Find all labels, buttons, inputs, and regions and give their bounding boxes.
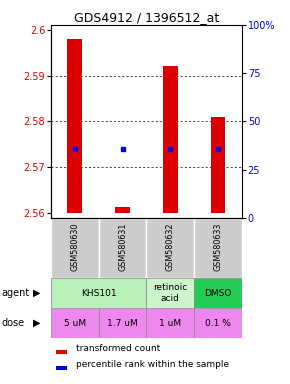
Text: transformed count: transformed count bbox=[76, 344, 160, 353]
Bar bbox=[115, 207, 130, 214]
Text: KHS101: KHS101 bbox=[81, 289, 116, 298]
Bar bbox=[146, 308, 194, 338]
Text: dose: dose bbox=[1, 318, 25, 328]
Text: retinoic
acid: retinoic acid bbox=[153, 283, 188, 303]
Text: GSM580631: GSM580631 bbox=[118, 223, 127, 271]
Bar bbox=[51, 218, 99, 278]
Bar bbox=[146, 218, 194, 278]
Bar bbox=[68, 39, 82, 214]
Text: ▶: ▶ bbox=[33, 318, 41, 328]
Bar bbox=[57, 350, 67, 354]
Text: agent: agent bbox=[1, 288, 30, 298]
Text: GSM580632: GSM580632 bbox=[166, 223, 175, 271]
Bar bbox=[194, 218, 242, 278]
Bar bbox=[194, 308, 242, 338]
Text: 5 uM: 5 uM bbox=[64, 319, 86, 328]
Text: percentile rank within the sample: percentile rank within the sample bbox=[76, 361, 229, 369]
Text: ▶: ▶ bbox=[33, 288, 41, 298]
Title: GDS4912 / 1396512_at: GDS4912 / 1396512_at bbox=[74, 11, 219, 24]
Text: GSM580633: GSM580633 bbox=[214, 223, 223, 271]
Text: DMSO: DMSO bbox=[204, 289, 232, 298]
Text: 1 uM: 1 uM bbox=[159, 319, 182, 328]
Bar bbox=[146, 278, 194, 308]
Text: 1.7 uM: 1.7 uM bbox=[107, 319, 138, 328]
Bar bbox=[194, 278, 242, 308]
Bar bbox=[99, 218, 146, 278]
Bar bbox=[51, 308, 99, 338]
Text: 0.1 %: 0.1 % bbox=[205, 319, 231, 328]
Bar bbox=[99, 308, 146, 338]
Text: GSM580630: GSM580630 bbox=[70, 223, 79, 271]
Bar bbox=[211, 117, 225, 214]
Bar bbox=[51, 278, 146, 308]
Bar bbox=[163, 66, 177, 214]
Bar bbox=[57, 366, 67, 370]
